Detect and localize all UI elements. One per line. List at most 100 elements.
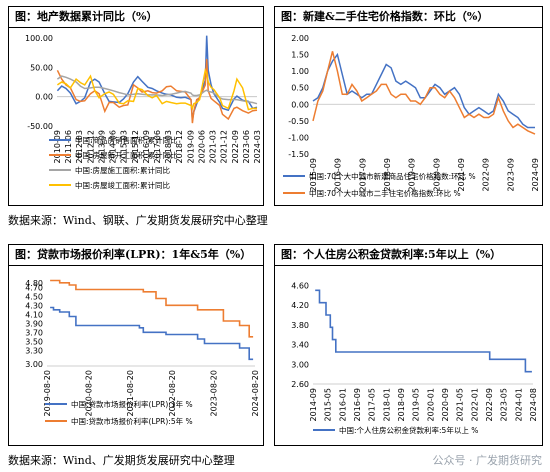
source-note: 数据来源：Wind、广发期货发展研究中心整理: [8, 454, 235, 467]
series-line: [50, 279, 254, 338]
x-tick-label: 2017-09: [358, 158, 367, 191]
x-tick-label: 2024-03: [253, 130, 262, 163]
x-tick-label: 2014-06: [109, 130, 118, 163]
y-tick-label: 4.70: [25, 283, 43, 292]
chart-panel-lpr: 图：贷款市场报价利率(LPR)：1年&5年（%） 3.00 3.30 3.50 3.7…: [8, 244, 264, 446]
x-tick-label: 2020-09: [441, 388, 450, 421]
chart-panel-property: 图：地产数据累计同比（%） -50.00 0.00 50.00 100.00 2010-…: [8, 6, 264, 206]
chart-provident-fund-rate: 2.60 3.00 3.40 3.80 4.20 4.60 2014-09 2015-05 20…: [291, 281, 538, 435]
x-tick-label: 2012-03: [75, 130, 84, 163]
x-tick-label: 2010-09: [53, 130, 62, 163]
x-tick-label: 2020-01: [426, 388, 435, 421]
y-tick-label: 2.00: [291, 34, 309, 43]
y-tick-label: 3.70: [25, 328, 43, 337]
y-tick-label: 0.00: [291, 100, 309, 109]
y-tick-label: 0.50: [291, 84, 309, 93]
y-tick-label: 3.00: [25, 360, 43, 369]
x-tick-label: 2021-12: [220, 130, 229, 163]
x-tick-label: 2023-08-20: [209, 370, 218, 417]
y-tick-label: 50.00: [30, 63, 53, 72]
chart-lpr: 3.00 3.303.503.703.904.104.304.504.704.80…: [25, 279, 260, 426]
series-line: [315, 289, 532, 373]
panel-title: 图：新建&二手住宅价格指数：环比（%）: [275, 7, 542, 28]
series-line: [312, 51, 536, 135]
x-tick-label: 2022-01: [470, 388, 479, 421]
x-tick-label: 2024-01: [514, 388, 523, 421]
x-tick-label: 2017-05: [368, 388, 377, 421]
x-tick-label: 2020-08-20: [85, 370, 94, 417]
x-tick-label: 2016-09: [142, 130, 151, 163]
y-tick-label: 3.80: [291, 321, 309, 330]
x-tick-label: 2014-09: [309, 388, 318, 421]
y-tick-label: 1.00: [291, 67, 309, 76]
x-tick-label: 2015-03: [120, 130, 129, 163]
x-tick-label: 2023-05: [500, 388, 509, 421]
legend-label: 中国:房屋新开工面积:累计同比: [75, 150, 178, 160]
y-tick-label: 4.50: [25, 292, 43, 301]
x-tick-label: 2021-05: [456, 388, 465, 421]
x-tick-label: 2018-09: [397, 388, 406, 421]
chart-panel-provident-fund: 图：个人住房公积金贷款利率:5年以上（%） 2.60 3.00 3.40 3.80 4.…: [274, 244, 543, 446]
y-tick-label: 4.20: [291, 301, 309, 310]
x-tick-label: 2018-12: [175, 130, 184, 163]
y-tick-label: 4.80: [25, 279, 43, 288]
x-tick-label: 2023-09: [506, 158, 515, 191]
y-tick-label: 4.60: [291, 281, 309, 290]
chart-house-price-mom: -1.50 -1.00 -0.50 0.00 0.50 1.00 1.50 2.00 2015-…: [283, 34, 540, 198]
x-tick-label: 2021-09: [457, 158, 466, 191]
panel-title: 图：个人住房公积金贷款利率:5年以上（%）: [275, 245, 542, 266]
series-line: [56, 59, 258, 124]
y-tick-label: 3.50: [25, 337, 43, 346]
panel-title: 图：贷款市场报价利率(LPR)：1年&5年（%）: [9, 245, 263, 266]
x-tick-label: 2022-09: [485, 388, 494, 421]
y-tick-label: 3.00: [291, 360, 309, 369]
legend-label: 中国:房屋竣工面积:累计同比: [75, 180, 171, 190]
x-tick-label: 2018-01: [382, 388, 391, 421]
x-tick-label: 2018-03: [164, 130, 173, 163]
x-tick-label: 2011-06: [64, 130, 73, 163]
x-tick-label: 2024-08: [529, 388, 538, 421]
y-tick-label: 4.30: [25, 301, 43, 310]
chart-panel-house-price: 图：新建&二手住宅价格指数：环比（%） -1.50 -1.00 -0.50 0.00 0…: [274, 6, 543, 206]
series-line: [50, 306, 254, 361]
x-tick-label: 2019-05: [412, 388, 421, 421]
y-tick-label: 0.00: [35, 93, 53, 102]
x-tick-label: 2020-06: [197, 130, 206, 163]
x-tick-label: 2016-09: [353, 388, 362, 421]
legend-label: 中国:个人住房公积金贷款利率:5年以上 %: [339, 425, 478, 435]
x-tick-label: 2015-12: [131, 130, 140, 163]
x-tick-label: 2016-09: [334, 158, 343, 191]
x-tick-label: 2019-08-20: [43, 370, 52, 417]
x-tick-label: 2022-09: [231, 130, 240, 163]
x-tick-label: 2020-09: [432, 158, 441, 191]
x-tick-label: 2022-09: [482, 158, 491, 191]
legend-label: 中国:贷款市场报价利率(LPR):1年 %: [71, 399, 193, 409]
x-tick-label: 2019-09: [186, 130, 195, 163]
y-tick-label: 2.60: [291, 380, 309, 389]
watermark: 公众号 · 广发期货研究: [432, 454, 543, 467]
x-tick-label: 2021-08-20: [126, 370, 135, 417]
x-tick-label: 2017-06: [153, 130, 162, 163]
y-tick-label: 1.50: [291, 51, 309, 60]
series-line: [312, 52, 535, 129]
y-tick-label: -0.50: [288, 117, 309, 126]
y-tick-label: -1.50: [288, 150, 309, 159]
y-tick-label: 3.90: [25, 319, 43, 328]
source-note: 数据来源：Wind、钢联、广发期货发展研究中心整理: [8, 214, 268, 227]
y-tick-label: -1.00: [288, 133, 309, 142]
x-tick-label: 2019-09: [408, 158, 417, 191]
y-tick-label: 3.40: [291, 341, 309, 350]
x-tick-label: 2013-09: [97, 130, 106, 163]
y-tick-label: -50.00: [27, 122, 53, 131]
x-tick-label: 2015-09: [309, 158, 318, 191]
y-tick-label: 4.10: [25, 310, 43, 319]
x-tick-label: 2023-06: [242, 130, 251, 163]
legend-label: 中国:房屋施工面积:累计同比: [75, 165, 171, 175]
legend-label: 中国:商品房销售面积:累计同比: [75, 135, 178, 145]
legend-label: 中国:贷款市场报价利率(LPR):5年 %: [71, 416, 193, 426]
panel-title: 图：地产数据累计同比（%）: [9, 7, 263, 28]
x-tick-label: 2021-03: [209, 130, 218, 163]
x-tick-label: 2012-12: [86, 130, 95, 163]
x-tick-label: 2022-08-20: [168, 370, 177, 417]
